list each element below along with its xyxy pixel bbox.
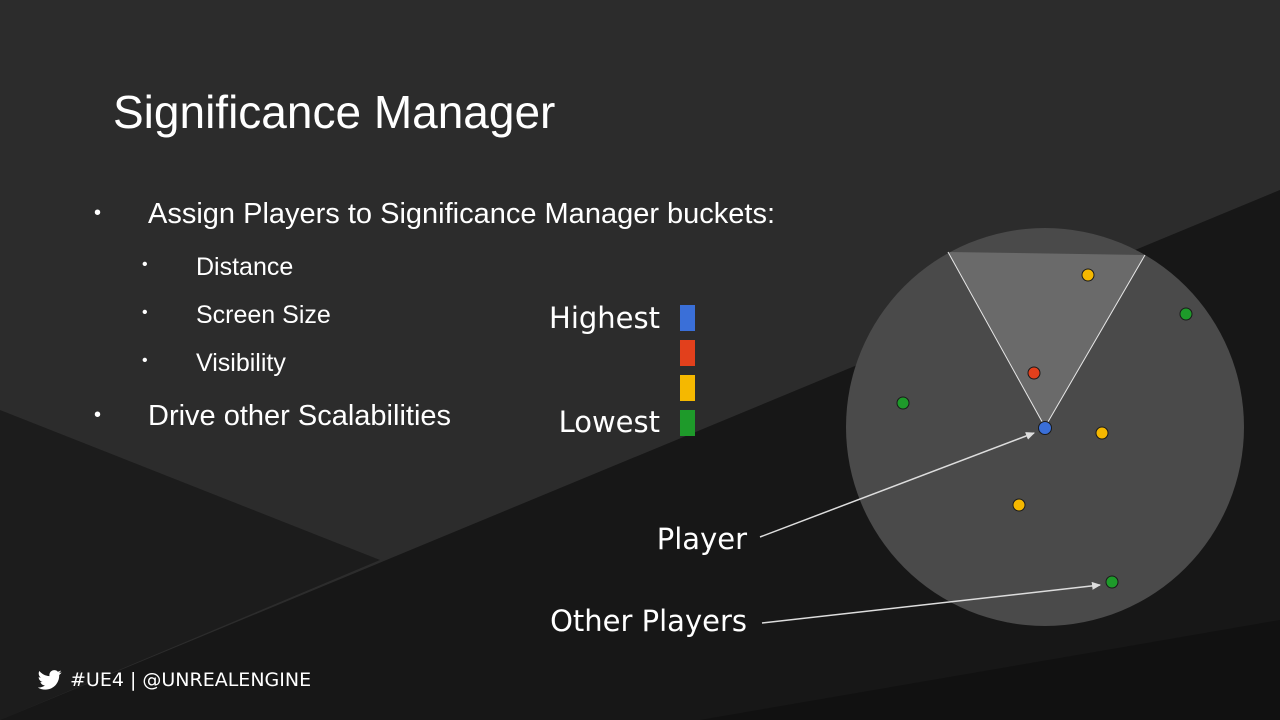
sub-bullet-distance: Distance bbox=[196, 253, 294, 281]
bullet-marker: • bbox=[142, 304, 148, 321]
twitter-icon bbox=[38, 670, 62, 690]
other-player-dot bbox=[1012, 498, 1026, 512]
bullet-assign-players: Assign Players to Significance Manager b… bbox=[148, 198, 776, 230]
bullet-marker: • bbox=[142, 352, 148, 369]
view-cone-edge-right bbox=[1044, 254, 1146, 428]
player-label: Player bbox=[656, 522, 747, 556]
view-cone-edge-left bbox=[947, 251, 1046, 428]
legend-swatch-yellow bbox=[680, 375, 695, 401]
page-title: Significance Manager bbox=[113, 86, 556, 138]
sub-bullet-screen-size: Screen Size bbox=[196, 301, 331, 329]
footer: #UE4 | @UNREALENGINE bbox=[38, 668, 311, 692]
player-arrow bbox=[759, 432, 1035, 538]
other-player-dot bbox=[1095, 426, 1109, 440]
other-players-label: Other Players bbox=[550, 604, 747, 638]
other-player-dot bbox=[1105, 575, 1119, 589]
legend-lowest-label: Lowest bbox=[558, 405, 660, 439]
legend-swatch-red bbox=[680, 340, 695, 366]
bullet-marker: • bbox=[94, 404, 102, 426]
view-cone bbox=[948, 252, 1145, 427]
legend-highest-label: Highest bbox=[549, 301, 660, 335]
player-dot bbox=[1038, 421, 1052, 435]
legend-swatch-green bbox=[680, 410, 695, 436]
bullet-marker: • bbox=[142, 256, 148, 273]
other-player-dot bbox=[1179, 307, 1193, 321]
other-player-dot bbox=[1081, 268, 1095, 282]
legend-swatch-blue bbox=[680, 305, 695, 331]
other-player-dot bbox=[896, 396, 910, 410]
sub-bullet-visibility: Visibility bbox=[196, 349, 286, 377]
bullet-marker: • bbox=[94, 202, 102, 224]
other-player-dot bbox=[1027, 366, 1041, 380]
bullet-drive-scalabilities: Drive other Scalabilities bbox=[148, 400, 452, 432]
footer-text: #UE4 | @UNREALENGINE bbox=[70, 669, 312, 691]
other-players-arrow bbox=[761, 581, 1101, 624]
